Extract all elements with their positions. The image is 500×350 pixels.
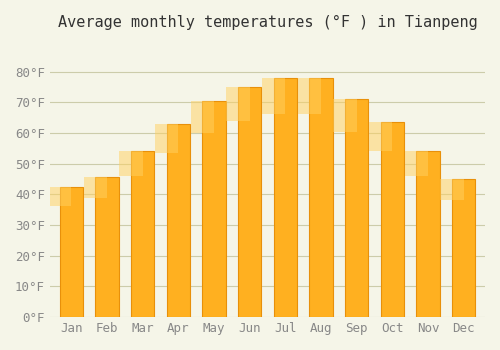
Bar xyxy=(298,78,321,114)
Bar xyxy=(166,124,190,317)
Bar xyxy=(380,122,404,317)
Bar xyxy=(262,78,285,114)
Bar xyxy=(238,87,261,317)
Bar xyxy=(310,78,332,317)
Bar xyxy=(60,187,83,317)
Bar xyxy=(96,177,118,317)
Bar xyxy=(274,78,297,317)
Bar xyxy=(131,152,154,317)
Title: Average monthly temperatures (°F ) in Tianpeng: Average monthly temperatures (°F ) in Ti… xyxy=(58,15,478,30)
Bar xyxy=(226,87,250,121)
Bar xyxy=(334,99,356,132)
Bar xyxy=(416,152,440,317)
Bar xyxy=(404,152,428,176)
Bar xyxy=(120,152,142,176)
Bar xyxy=(369,122,392,152)
Bar xyxy=(202,101,226,317)
Bar xyxy=(190,101,214,133)
Bar xyxy=(48,187,72,206)
Bar xyxy=(345,99,368,317)
Bar xyxy=(452,179,475,317)
Bar xyxy=(440,179,464,200)
Bar xyxy=(155,124,178,153)
Bar xyxy=(84,177,107,198)
